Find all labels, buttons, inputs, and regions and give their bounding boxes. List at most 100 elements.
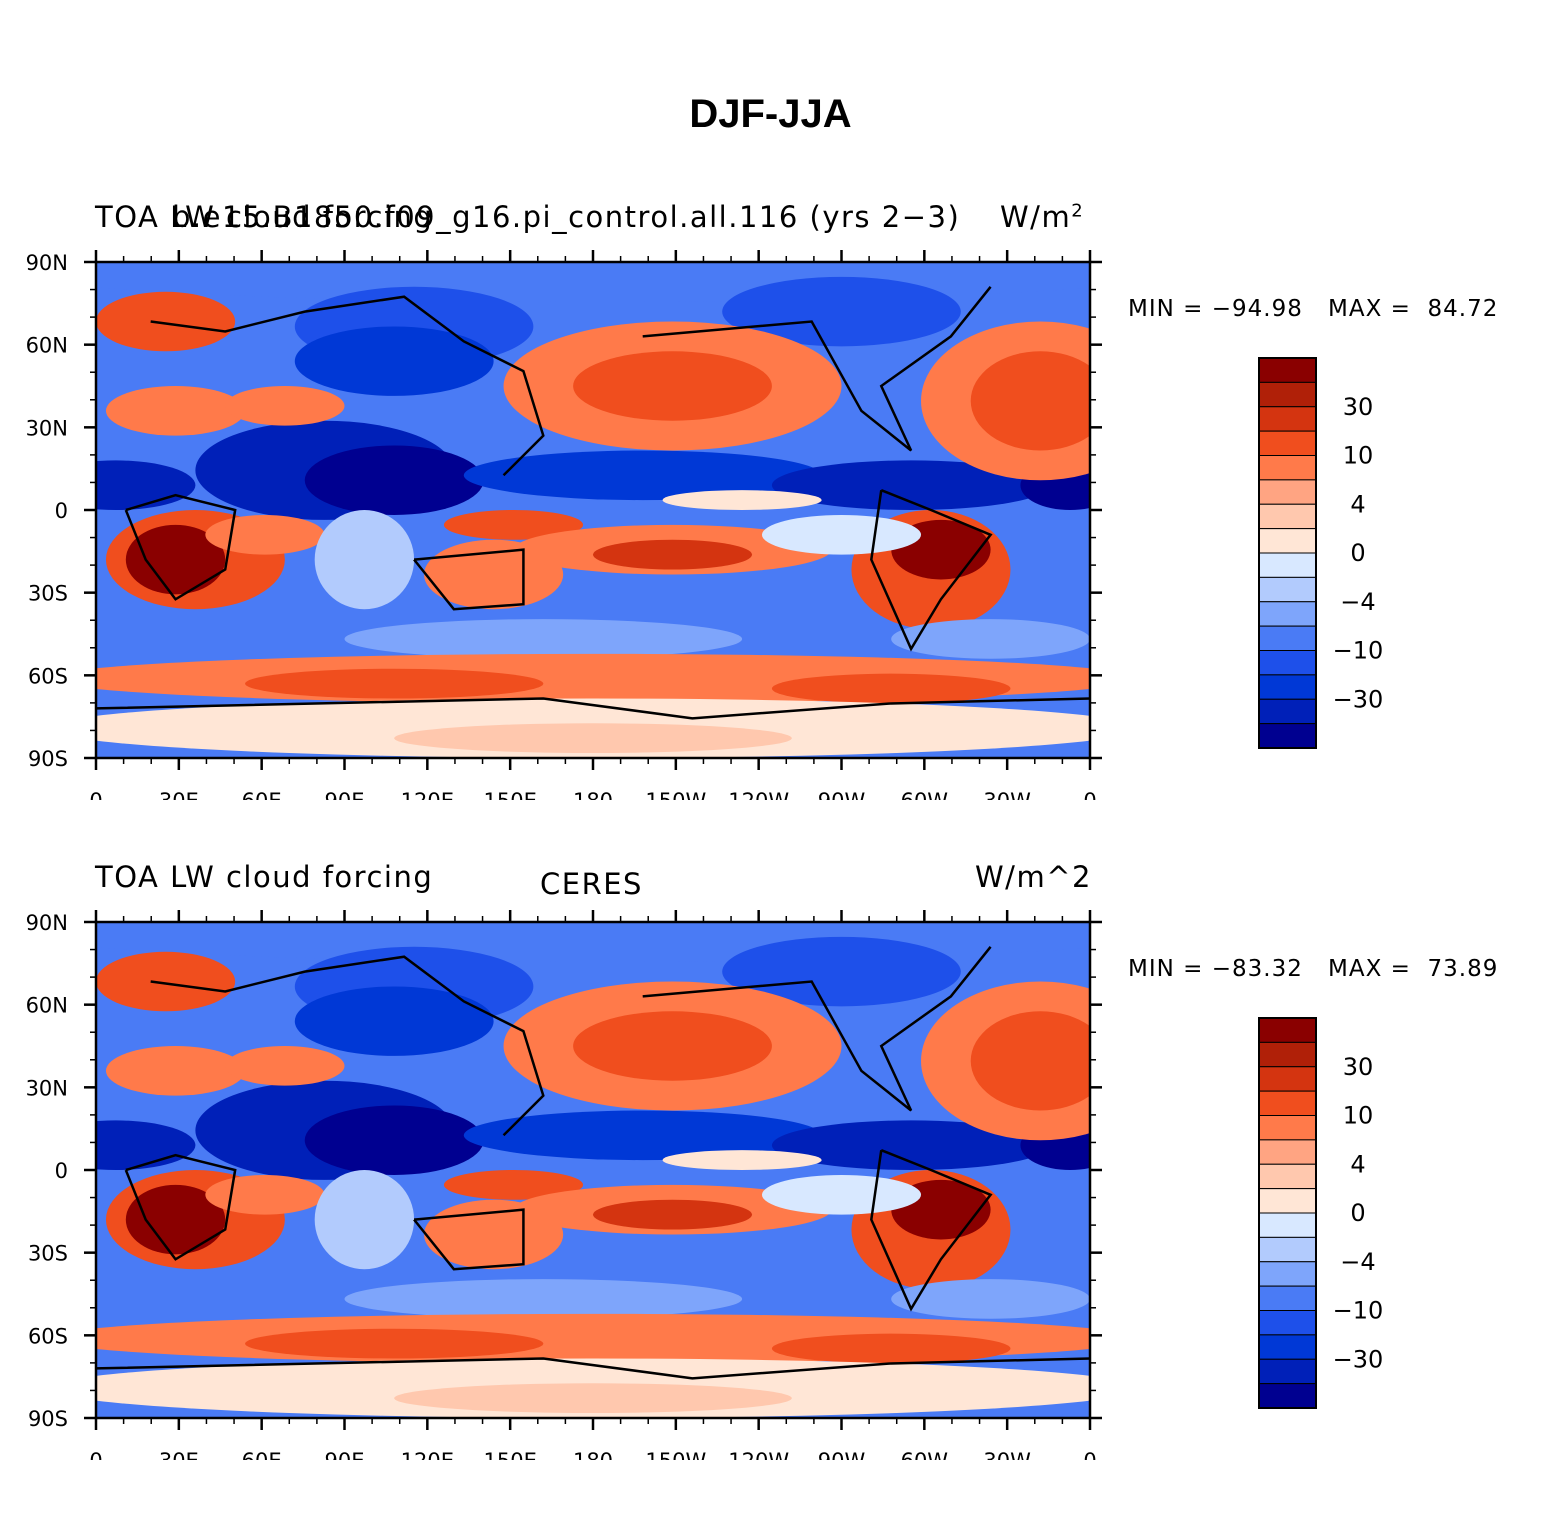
colorbar-box <box>1258 723 1317 749</box>
contour-region <box>314 1170 415 1270</box>
lon-tick-label: 0 <box>1083 789 1096 800</box>
colorbar-label: 0 <box>1350 1199 1365 1227</box>
contour-region <box>573 1011 772 1081</box>
lat-tick-label: 0 <box>55 499 68 523</box>
colorbar-label: −30 <box>1333 685 1384 713</box>
colorbar-label: −30 <box>1333 1345 1384 1373</box>
colorbar: 30 10 4 0 −4 −10 −30 <box>1258 357 1384 749</box>
contour-region <box>593 1199 753 1230</box>
contour-region <box>294 986 494 1056</box>
contour-region <box>105 1046 246 1096</box>
colorbar-box <box>1258 698 1317 725</box>
colorbar-box <box>1258 479 1317 505</box>
colorbar-box <box>1258 1358 1317 1385</box>
colorbar-box <box>1258 1285 1317 1311</box>
contour-field <box>96 262 1090 758</box>
contour-region <box>463 450 822 501</box>
lon-tick-label: 60W <box>901 789 949 800</box>
colorbar-box <box>1258 1310 1317 1336</box>
colorbar-label: −4 <box>1340 588 1375 616</box>
lon-tick-label: 30W <box>983 1449 1031 1460</box>
contour-field <box>96 922 1090 1418</box>
colorbar-box <box>1258 1041 1317 1068</box>
coastline <box>413 548 525 611</box>
lat-tick-label: 90N <box>26 251 68 275</box>
figure-title: DJF-JJA <box>689 92 852 136</box>
contour-region <box>771 673 1011 704</box>
contour-region <box>771 460 1051 510</box>
colorbar-label: −10 <box>1333 1297 1384 1325</box>
units-text: W/m^2 <box>975 860 1092 894</box>
lat-tick-label: 30S <box>28 582 68 606</box>
contour-region <box>225 1046 345 1086</box>
colorbar-box <box>1258 455 1317 481</box>
contour-region <box>245 1328 544 1359</box>
lat-tick-label: 30N <box>26 416 68 440</box>
lon-tick-label: 150E <box>483 789 536 800</box>
lon-tick-label: 150W <box>645 789 706 800</box>
min-label: MIN = −83.32 <box>1128 956 1303 982</box>
coastline <box>124 493 237 601</box>
lon-tick-label: 60E <box>242 789 282 800</box>
coastline <box>96 697 1090 720</box>
panel-units-label: W/m2 <box>1000 200 1084 234</box>
lon-tick-label: 180 <box>573 1449 613 1460</box>
colorbar-frame <box>1258 357 1317 749</box>
panel-center-label: CERES <box>540 867 643 901</box>
contour-region <box>205 514 325 555</box>
colorbar-box <box>1258 503 1317 530</box>
colorbar-label: 10 <box>1343 1102 1374 1130</box>
colorbar-box <box>1258 1236 1317 1263</box>
contour-region <box>463 1110 822 1161</box>
contour-region <box>771 1333 1011 1364</box>
contour-region <box>125 524 226 595</box>
colorbar-label: 4 <box>1350 490 1365 518</box>
lat-tick-label: 90S <box>28 747 68 771</box>
lon-tick-label: 90E <box>325 789 365 800</box>
lat-tick-label: 60N <box>26 334 68 358</box>
contour-region <box>891 1279 1090 1319</box>
lon-tick-label: 0 <box>89 789 102 800</box>
lon-tick-label: 30E <box>159 1449 199 1460</box>
coastline <box>870 1148 993 1312</box>
coastline <box>642 946 992 1112</box>
contour-region <box>891 619 1090 659</box>
panel-left-label: TOA LW cloud forcing <box>95 200 434 234</box>
contour-region <box>970 351 1090 451</box>
lon-tick-label: 30E <box>159 789 199 800</box>
lon-tick-label: 120E <box>401 1449 454 1460</box>
contour-region <box>205 1174 325 1215</box>
lat-tick-label: 60N <box>26 994 68 1018</box>
lon-tick-label: 0 <box>1083 1449 1096 1460</box>
lat-tick-label: 30N <box>26 1076 68 1100</box>
contour-region <box>662 490 822 510</box>
colorbar-label: 0 <box>1350 539 1365 567</box>
colorbar-box <box>1258 625 1317 651</box>
contour-region <box>443 1170 584 1200</box>
contour-region <box>96 262 1090 302</box>
contour-region <box>761 514 922 555</box>
lat-tick-label: 30S <box>28 1242 68 1266</box>
colorbar-box <box>1258 1212 1317 1238</box>
colorbar-box <box>1258 528 1317 554</box>
contour-region <box>394 1383 792 1414</box>
coastline <box>642 286 992 452</box>
lon-tick-label: 60E <box>242 1449 282 1460</box>
lon-tick-label: 120W <box>728 789 789 800</box>
contour-region <box>304 1105 484 1175</box>
contour-region <box>394 723 792 754</box>
contour-region <box>304 445 484 515</box>
lat-tick-label: 0 <box>55 1159 68 1183</box>
colorbar-label: 30 <box>1343 393 1374 421</box>
map-plot: 90N 60N 30N 0 30S 60S 90S 0 30E 60E 90E 120E 150E 180… <box>26 250 1102 800</box>
contour-region <box>96 922 1090 962</box>
panel-case-label: b.e15.B1850.f09_g16.pi_control.all.116 (… <box>172 200 961 234</box>
lat-tick-label: 60S <box>28 664 68 688</box>
contour-region <box>314 510 415 610</box>
max-label: MAX = 73.89 <box>1328 956 1499 982</box>
lat-tick-label: 90N <box>26 911 68 935</box>
contour-region <box>125 1184 226 1255</box>
lon-tick-label: 30W <box>983 789 1031 800</box>
panel-left-label: TOA LW cloud forcing <box>95 860 434 894</box>
colorbar-box <box>1258 1090 1317 1116</box>
